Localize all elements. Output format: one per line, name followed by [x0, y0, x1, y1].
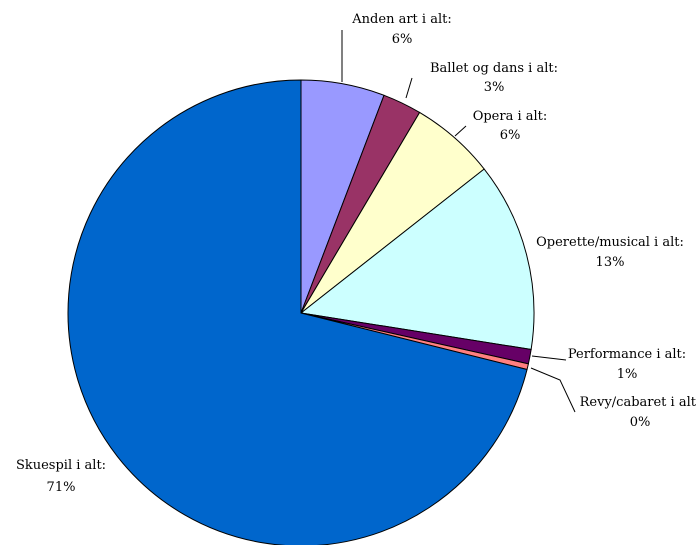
slice-value-label-4: 13%: [596, 255, 625, 270]
slice-value-label-7: 71%: [47, 480, 76, 495]
pie-slice-4: [299, 168, 535, 351]
slice-label-4: Operette/musical i alt:: [536, 235, 684, 250]
leader-line-2: [405, 77, 413, 99]
slice-labels: Anden art i alt: 6% Ballet og dans i alt: 3…: [16, 12, 697, 495]
slice-label-5: Performance i alt:: [568, 347, 686, 362]
pie-slices: [67, 79, 535, 545]
slice-label-7: Skuespil i alt:: [16, 458, 106, 473]
slice-value-label-6: 0%: [630, 415, 651, 430]
leader-line-5: [531, 355, 567, 361]
slice-value-label-3: 6%: [500, 128, 521, 143]
slice-label-1: Anden art i alt:: [351, 12, 451, 27]
pie-slice-7: [67, 79, 528, 545]
label-leader-lines: [341, 30, 576, 413]
slice-label-2: Ballet og dans i alt:: [430, 61, 558, 76]
slice-label-6: Revy/cabaret i alt:: [580, 395, 697, 410]
leader-line-3: [454, 125, 467, 137]
slice-label-3: Opera i alt:: [473, 109, 548, 124]
slice-value-label-1: 6%: [392, 32, 413, 47]
slice-value-label-5: 1%: [617, 367, 638, 382]
slice-value-label-2: 3%: [484, 80, 505, 95]
leader-line-6: [530, 367, 576, 413]
